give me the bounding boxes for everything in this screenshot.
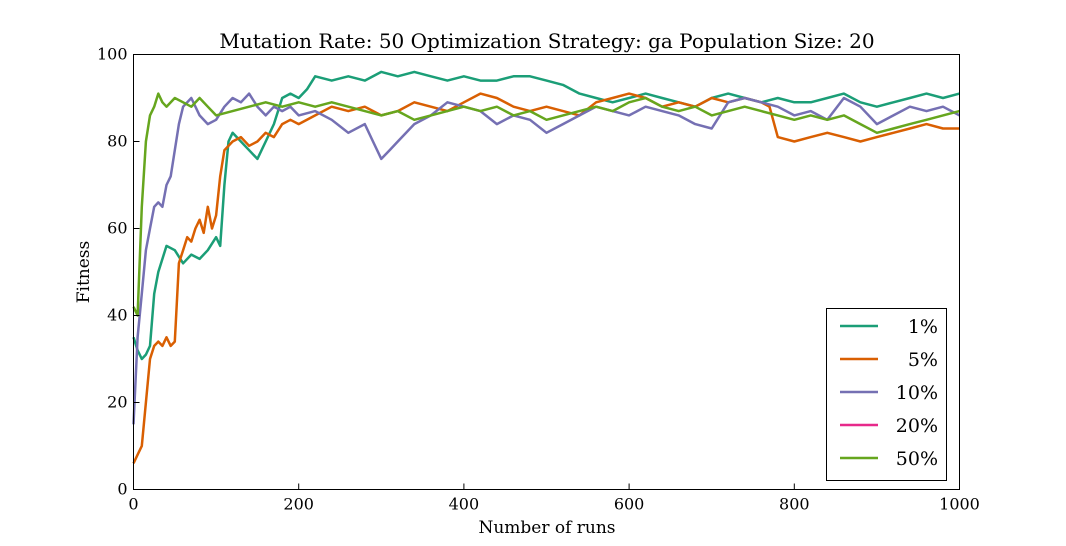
legend-label-2: 10% [896, 382, 938, 404]
x-tick-label: 1000 [939, 495, 980, 514]
plot-area [132, 54, 961, 490]
y-axis-label: Fitness [74, 241, 94, 304]
chart-title: Mutation Rate: 50 Optimization Strategy:… [219, 29, 874, 53]
plot-frame [133, 54, 960, 490]
series-layer [132, 70, 961, 464]
y-tick-label: 60 [107, 219, 127, 238]
legend: 1% 5% 10% 20% 50% [826, 308, 947, 481]
x-tick-label: 0 [128, 495, 138, 514]
x-tick-label: 800 [779, 495, 810, 514]
y-axis-ticks: 0 20 40 60 80 100 [97, 45, 140, 499]
x-axis-ticks: 0 200 400 600 800 1000 [128, 483, 980, 514]
series-line-2 [132, 92, 961, 425]
legend-items: 1% 5% 10% 20% 50% [840, 316, 938, 470]
legend-label-0: 1% [908, 316, 938, 338]
y-tick-label: 40 [107, 306, 127, 325]
x-axis-label: Number of runs [478, 518, 615, 538]
legend-box [826, 308, 947, 481]
y-tick-label: 80 [107, 132, 127, 151]
legend-label-1: 5% [908, 349, 938, 371]
series-line-0 [132, 70, 960, 361]
x-tick-label: 600 [614, 495, 645, 514]
x-tick-label: 200 [283, 495, 314, 514]
series-line-4 [132, 92, 960, 317]
y-tick-label: 100 [97, 45, 128, 64]
legend-label-3: 20% [896, 415, 938, 437]
y-tick-label: 0 [117, 480, 127, 499]
legend-label-4: 50% [896, 448, 938, 470]
x-tick-label: 400 [449, 495, 480, 514]
y-tick-label: 20 [107, 393, 127, 412]
